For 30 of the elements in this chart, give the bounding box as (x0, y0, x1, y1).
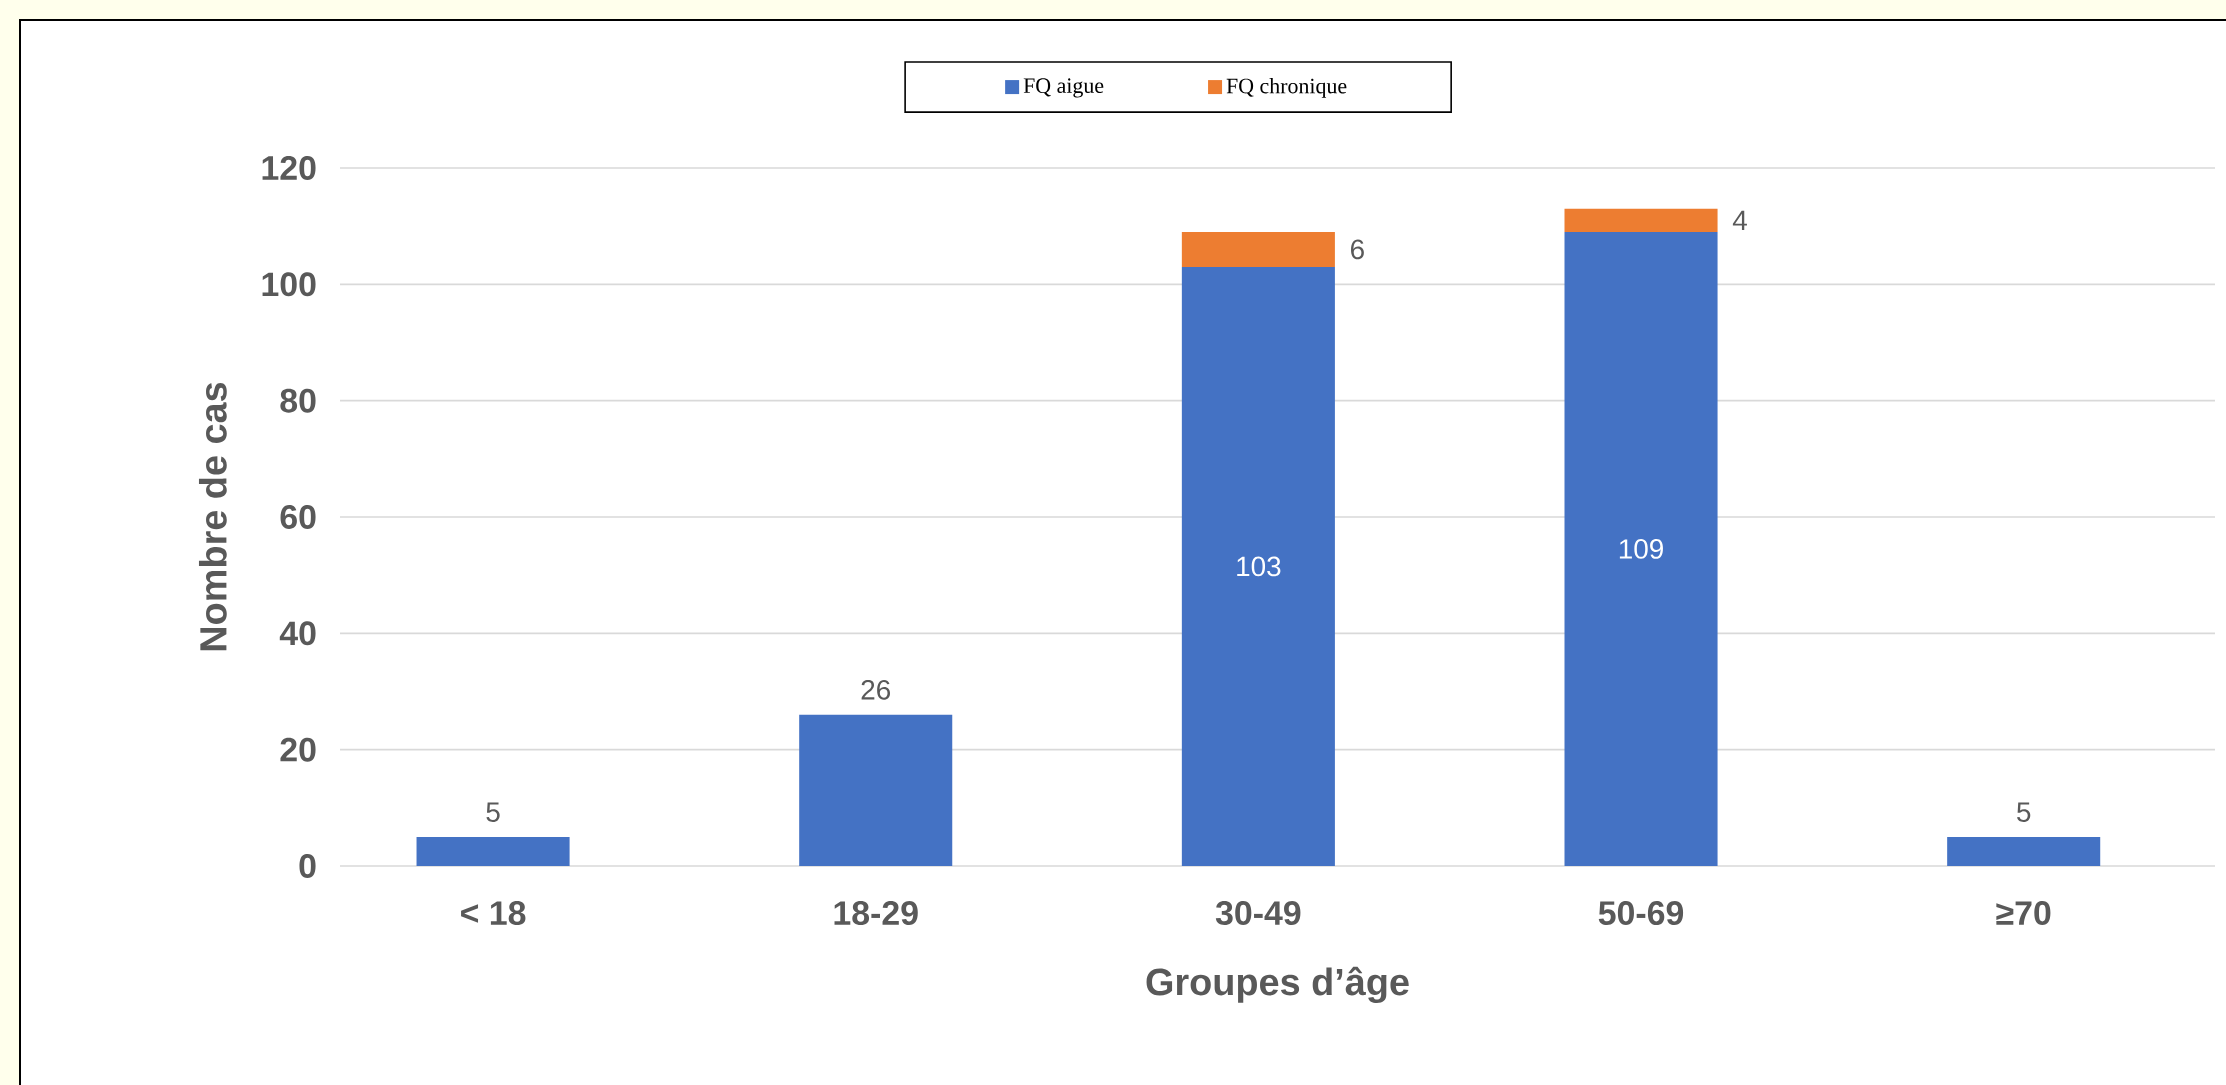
y-tick-label: 40 (279, 621, 316, 646)
data-label: 109 (1619, 539, 1663, 559)
bar (416, 836, 570, 866)
bar (1947, 836, 2101, 866)
y-tick-label: 100 (262, 272, 316, 297)
data-label: 103 (1237, 556, 1281, 577)
data-label: 26 (861, 679, 890, 700)
x-tick-label: 30-49 (1215, 901, 1301, 926)
y-tick-label: 0 (299, 854, 316, 878)
legend-label: FQ chronique (1226, 78, 1347, 98)
y-tick-label: 120 (262, 155, 316, 180)
x-tick-label: < 18 (461, 901, 526, 926)
x-tick-label: 50-69 (1598, 901, 1684, 926)
x-axis-title: Groupes d’âge (1146, 966, 1409, 1004)
bar (1564, 208, 1718, 232)
y-tick-label: 20 (280, 737, 316, 762)
x-tick-label: ≥70 (1996, 901, 2051, 926)
y-tick-label: 80 (280, 388, 316, 413)
data-label: 6 (1351, 239, 1364, 260)
bar (1181, 231, 1335, 267)
bar (799, 714, 953, 866)
data-label: 5 (486, 802, 500, 822)
data-label: 4 (1732, 210, 1747, 230)
y-axis-title: Nombre de cas (198, 382, 227, 651)
y-tick-label: 60 (280, 505, 316, 529)
bar (1564, 231, 1718, 866)
bar (1181, 266, 1335, 866)
data-label: 5 (2017, 802, 2031, 822)
legend-label: FQ aigue (1023, 78, 1104, 98)
x-tick-label: 18-29 (834, 901, 918, 926)
